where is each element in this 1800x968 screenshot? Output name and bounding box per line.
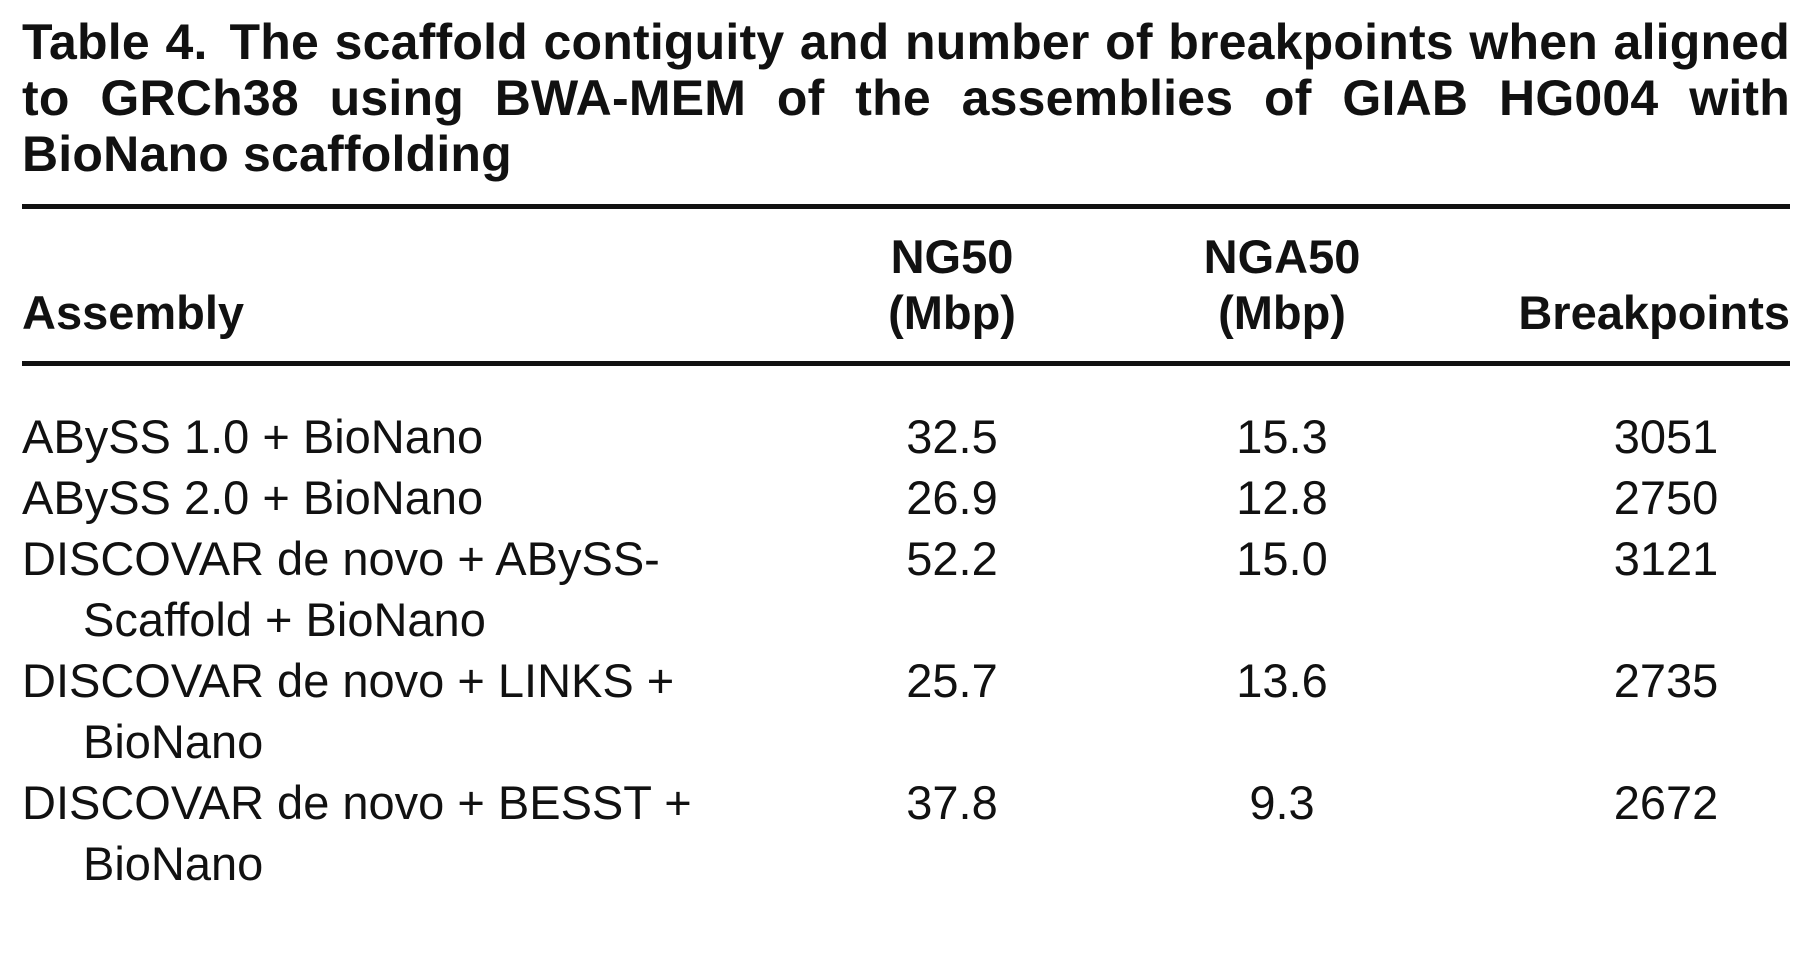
header-assembly-label: Assembly [22, 286, 245, 339]
cell-breakpoints: 2735 [1613, 654, 1719, 707]
cell-assembly: DISCOVAR de novo + BESST + BioNano [22, 776, 692, 890]
cell-nga50: 9.3 [1249, 776, 1315, 829]
table-caption-label: Table 4. [22, 14, 208, 70]
cell-breakpoints: 3051 [1613, 410, 1719, 463]
table-header-row: Assembly NG50 (Mbp) NGA50 (Mbp) Breakpoi… [22, 209, 1790, 361]
table-caption: Table 4. The scaffold contiguity and numb… [22, 14, 1790, 182]
header-breakpoints: Breakpoints [1482, 209, 1790, 361]
cell-ng50: 52.2 [906, 532, 998, 585]
cell-breakpoints: 2672 [1613, 776, 1719, 829]
cell-assembly: DISCOVAR de novo + ABySS-Scaffold + BioN… [22, 532, 660, 646]
table-row: ABySS 1.0 + BioNano 32.5 15.3 3051 [22, 366, 1790, 467]
header-ng50-line2: (Mbp) [888, 286, 1016, 339]
table-row: DISCOVAR de novo + ABySS-Scaffold + BioN… [22, 528, 1790, 650]
header-rule [22, 361, 1790, 366]
cell-ng50: 37.8 [906, 776, 998, 829]
cell-nga50: 15.3 [1236, 410, 1328, 463]
cell-assembly: ABySS 1.0 + BioNano [22, 410, 484, 463]
cell-assembly: DISCOVAR de novo + LINKS + BioNano [22, 654, 675, 768]
header-nga50-line2: (Mbp) [1218, 286, 1346, 339]
table-page: Table 4. The scaffold contiguity and numb… [22, 14, 1790, 894]
header-assembly: Assembly [22, 209, 822, 361]
header-ng50-line1: NG50 [890, 230, 1014, 283]
table-row: ABySS 2.0 + BioNano 26.9 12.8 2750 [22, 467, 1790, 528]
table-row: DISCOVAR de novo + BESST + BioNano 37.8 … [22, 772, 1790, 894]
header-nga50-line1: NGA50 [1203, 230, 1361, 283]
cell-nga50: 15.0 [1236, 532, 1328, 585]
cell-nga50: 12.8 [1236, 471, 1328, 524]
cell-assembly: ABySS 2.0 + BioNano [22, 471, 484, 524]
cell-nga50: 13.6 [1236, 654, 1328, 707]
top-rule [22, 204, 1790, 209]
cell-ng50: 32.5 [906, 410, 998, 463]
table-caption-text: The scaffold contiguity and number of br… [22, 14, 1790, 182]
cell-ng50: 26.9 [906, 471, 998, 524]
results-table: Assembly NG50 (Mbp) NGA50 (Mbp) Breakpoi… [22, 209, 1790, 894]
header-nga50: NGA50 (Mbp) [1082, 209, 1482, 361]
header-ng50: NG50 (Mbp) [822, 209, 1082, 361]
cell-ng50: 25.7 [906, 654, 998, 707]
cell-breakpoints: 3121 [1613, 532, 1719, 585]
header-breakpoints-label: Breakpoints [1518, 286, 1790, 339]
table-row: DISCOVAR de novo + LINKS + BioNano 25.7 … [22, 650, 1790, 772]
cell-breakpoints: 2750 [1613, 471, 1719, 524]
